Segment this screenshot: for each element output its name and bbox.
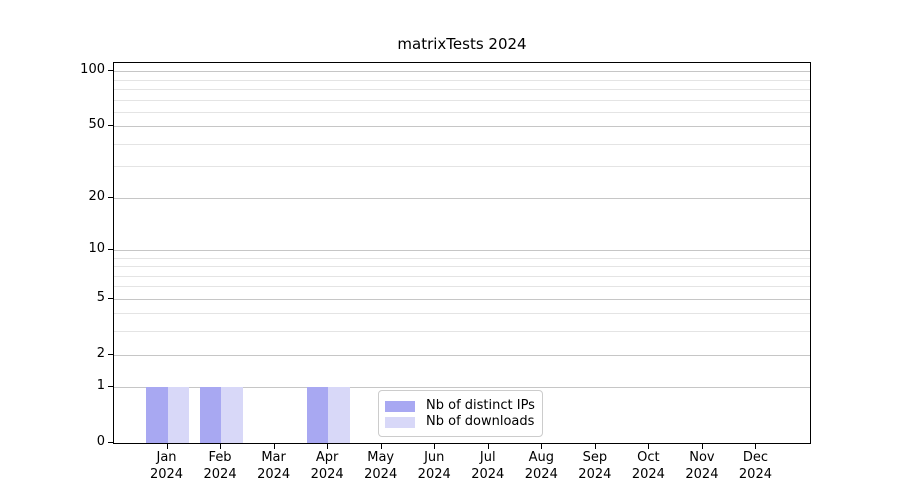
gridline-minor-80 [114, 89, 810, 91]
x-tick-9 [648, 444, 650, 449]
y-tick-5 [108, 297, 113, 299]
gridline-minor-6 [114, 286, 810, 288]
legend-swatch-distinct-ips [385, 400, 415, 412]
gridline-minor-3 [114, 331, 810, 333]
legend-label-distinct-ips: Nb of distinct IPs [426, 398, 535, 413]
gridline-minor-40 [114, 143, 810, 145]
x-tick-label-0: Jan 2024 [149, 450, 184, 482]
x-tick-7 [541, 444, 543, 449]
y-tick-label-100: 100 [80, 62, 105, 78]
x-tick-label-10: Nov 2024 [685, 450, 719, 482]
y-tick-label-0: 0 [96, 434, 105, 449]
x-tick-2 [273, 444, 275, 449]
x-tick-6 [487, 444, 489, 449]
gridline-minor-9 [114, 257, 810, 259]
gridline-minor-90 [114, 79, 810, 81]
gridline-minor-7 [114, 275, 810, 277]
y-tick-2 [108, 353, 113, 355]
x-tick-0 [166, 444, 168, 449]
bar-nb-of-downloads-apr-2024 [328, 387, 350, 443]
x-tick-4 [380, 444, 382, 449]
x-tick-11 [755, 444, 757, 449]
x-tick-10 [701, 444, 703, 449]
legend: Nb of distinct IPs Nb of downloads [378, 390, 543, 437]
gridline-major-5 [114, 298, 810, 300]
legend-item-downloads: Nb of downloads [385, 414, 534, 430]
x-tick-8 [594, 444, 596, 449]
bar-nb-of-distinct-ips-feb-2024 [199, 387, 222, 443]
x-tick-5 [434, 444, 436, 449]
legend-item-distinct-ips: Nb of distinct IPs [385, 398, 535, 414]
y-tick-label-20: 20 [88, 188, 105, 204]
gridline-major-50 [114, 126, 810, 128]
bar-nb-of-downloads-jan-2024 [167, 387, 190, 443]
y-tick-label-50: 50 [88, 117, 105, 133]
y-tick-1 [108, 386, 113, 388]
legend-swatch-downloads [385, 416, 415, 428]
bar-nb-of-distinct-ips-jan-2024 [146, 387, 168, 443]
x-tick-label-6: Jul 2024 [471, 450, 505, 482]
gridline-minor-60 [114, 111, 810, 113]
x-tick-1 [220, 444, 222, 449]
x-tick-label-1: Feb 2024 [203, 450, 237, 482]
y-tick-label-1: 1 [96, 378, 105, 394]
y-tick-20 [108, 196, 113, 198]
gridline-minor-70 [114, 99, 810, 101]
bar-nb-of-downloads-feb-2024 [221, 387, 243, 443]
chart-title: matrixTests 2024 [397, 35, 527, 53]
x-tick-label-8: Sep 2024 [578, 450, 612, 482]
y-tick-50 [108, 125, 113, 127]
legend-label-downloads: Nb of downloads [426, 414, 535, 429]
x-tick-label-7: Aug 2024 [524, 450, 558, 482]
x-tick-label-9: Oct 2024 [631, 450, 665, 482]
x-tick-3 [327, 444, 329, 449]
gridline-major-100 [114, 71, 810, 73]
gridline-major-1 [114, 387, 810, 389]
gridline-minor-4 [114, 313, 810, 315]
y-tick-10 [108, 248, 113, 250]
bar-nb-of-distinct-ips-apr-2024 [306, 387, 329, 443]
x-tick-label-3: Apr 2024 [310, 450, 344, 482]
y-tick-label-2: 2 [96, 345, 105, 361]
y-tick-label-10: 10 [88, 240, 105, 256]
x-tick-label-11: Dec 2024 [738, 450, 772, 482]
gridline-minor-8 [114, 266, 810, 268]
gridline-major-10 [114, 249, 810, 251]
x-tick-label-5: Jun 2024 [417, 450, 451, 482]
gridline-major-20 [114, 197, 810, 199]
x-tick-label-2: Mar 2024 [257, 450, 291, 482]
y-tick-0 [108, 442, 113, 443]
y-tick-100 [108, 70, 113, 72]
x-tick-label-4: May 2024 [364, 450, 398, 482]
plot-area [113, 62, 811, 444]
gridline-major-2 [114, 354, 810, 356]
gridline-minor-30 [114, 166, 810, 168]
y-tick-label-5: 5 [96, 289, 105, 305]
